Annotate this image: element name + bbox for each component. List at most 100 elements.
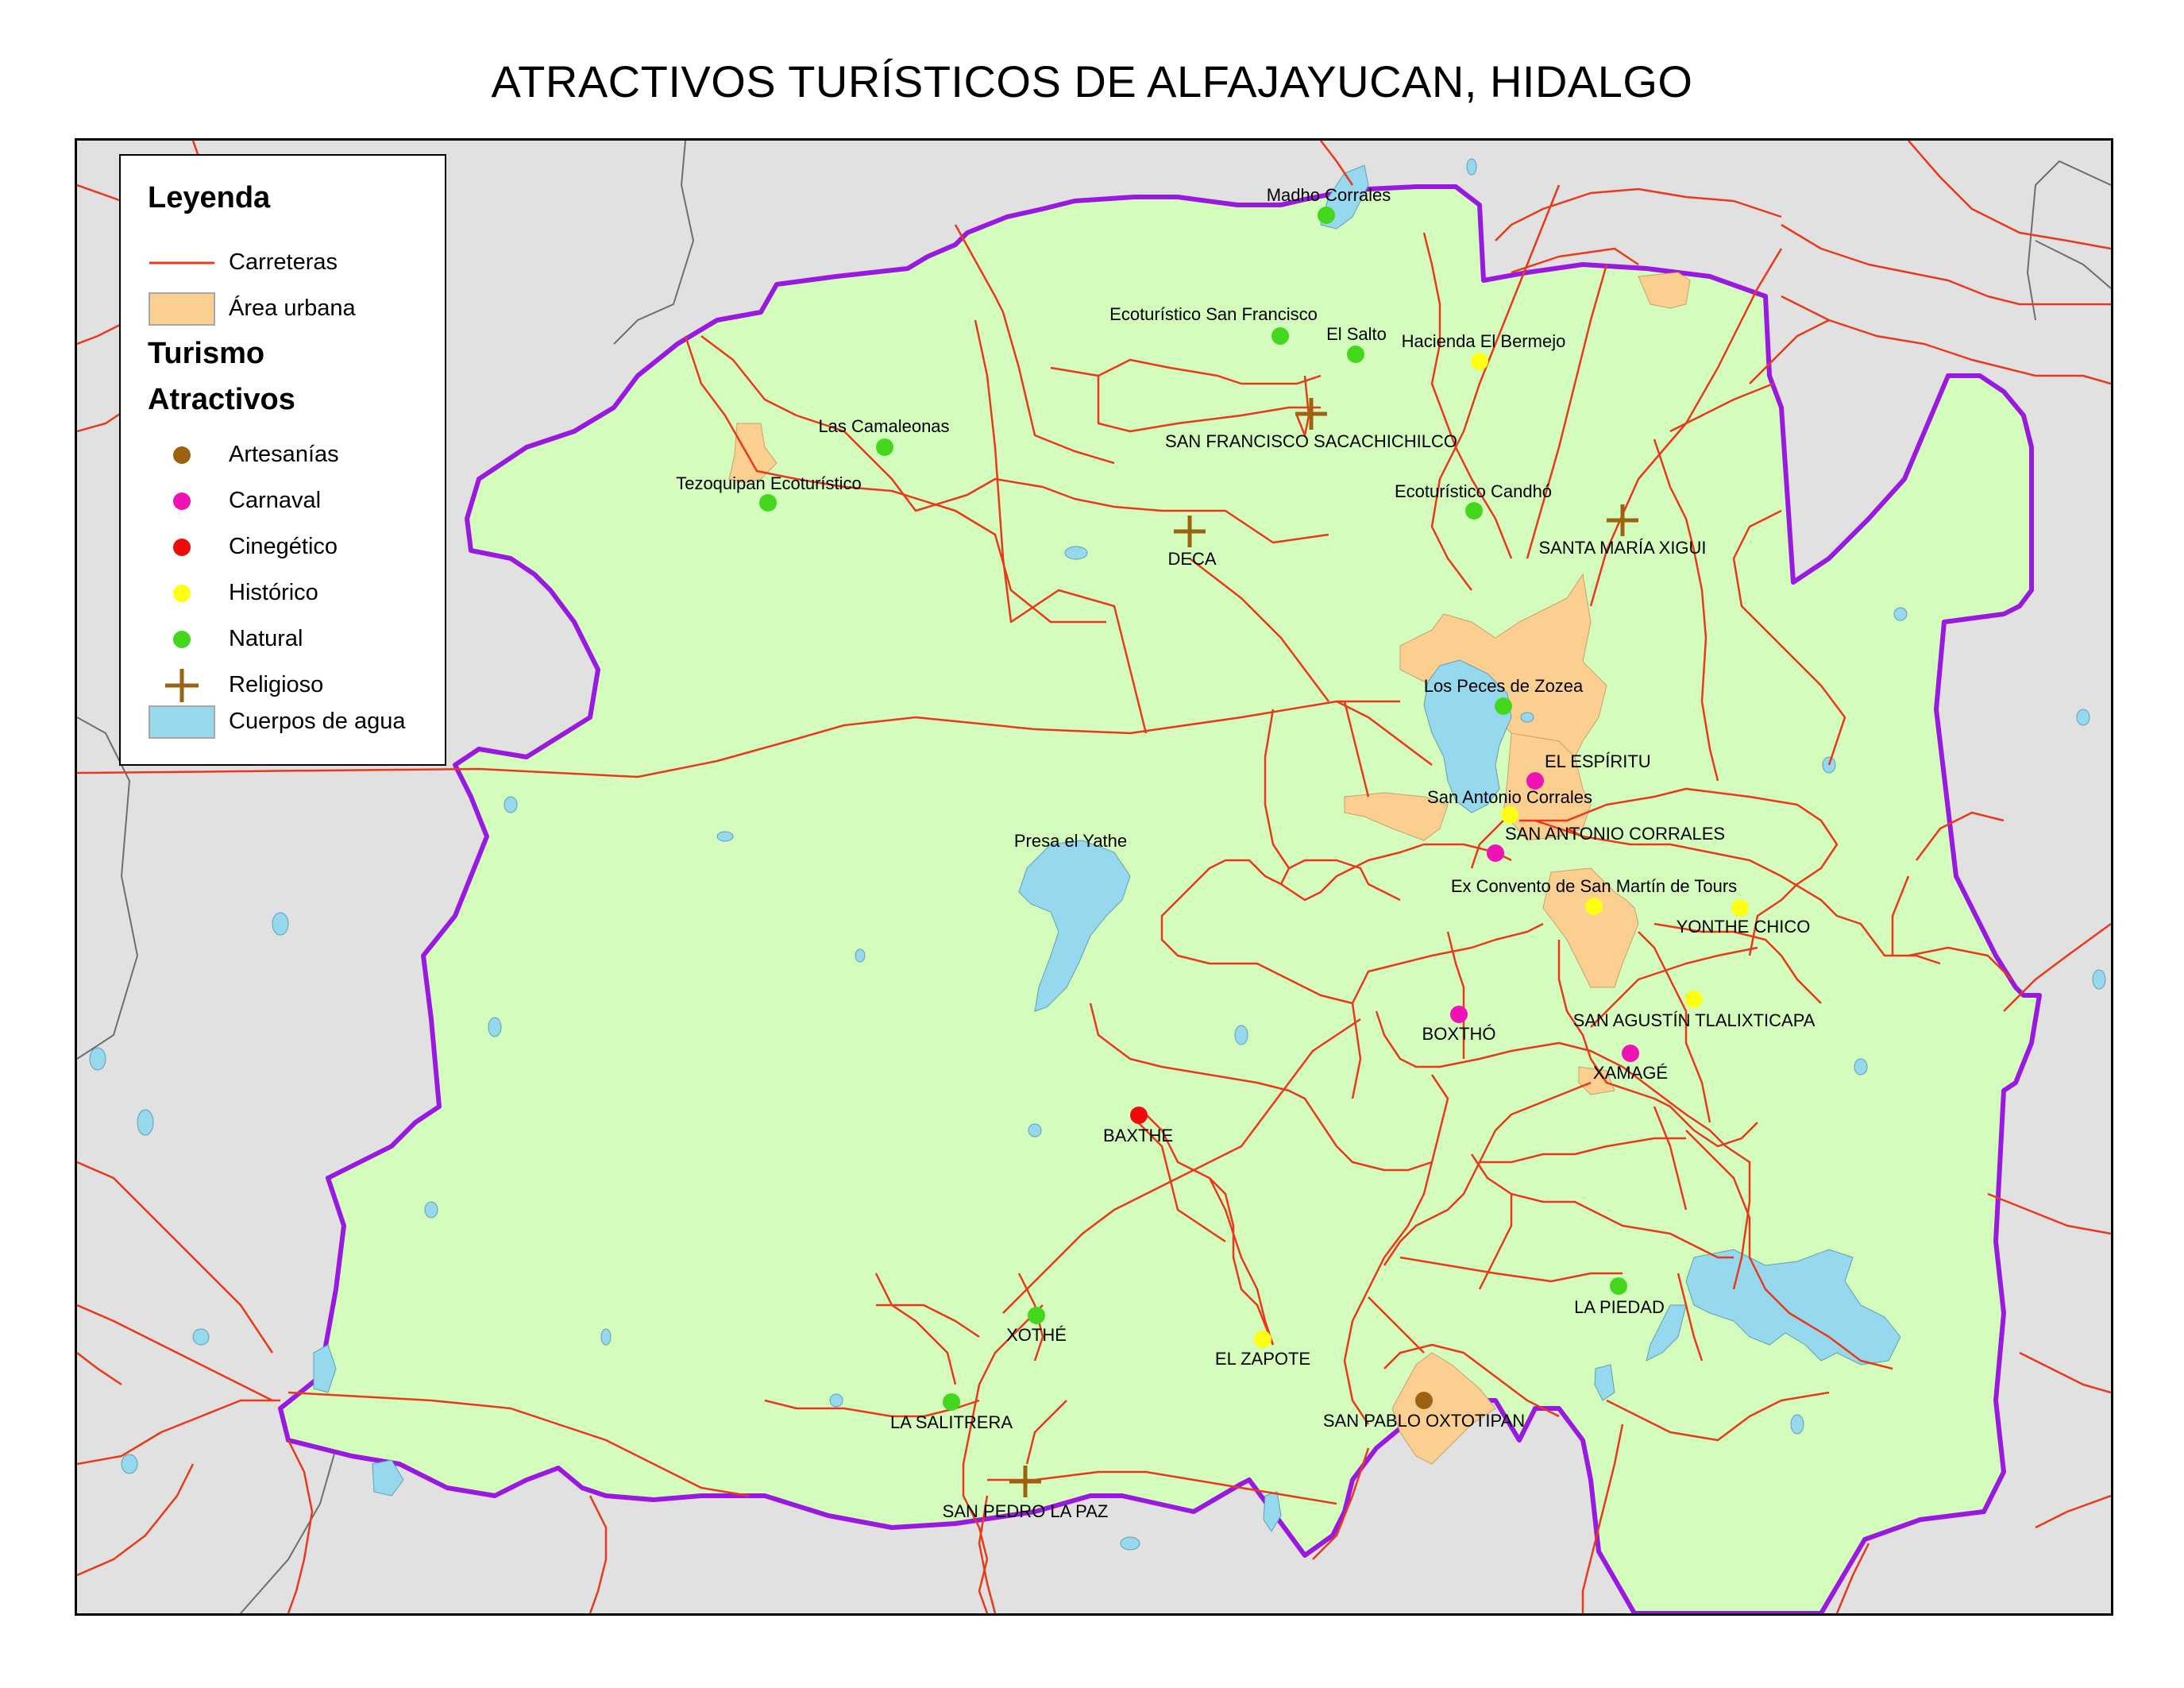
attraction-los-peces-de-zozea[interactable]: Los Peces de Zozea bbox=[1424, 676, 1584, 715]
legend-roads-label: Carreteras bbox=[229, 249, 338, 275]
attraction-label: Hacienda El Bermejo bbox=[1402, 331, 1566, 351]
attraction-marker[interactable] bbox=[1731, 899, 1749, 917]
legend-category-label: Cinegético bbox=[229, 534, 338, 559]
attraction-xamage[interactable]: XAMAGÉ bbox=[1593, 1045, 1668, 1083]
attraction-ecoturistico-san-francisco[interactable]: Ecoturístico San Francisco bbox=[1109, 304, 1318, 345]
attraction-label: SAN PEDRO LA PAZ bbox=[943, 1501, 1109, 1521]
legend-category-label: Carnaval bbox=[229, 488, 322, 513]
attraction-marker[interactable] bbox=[1585, 898, 1603, 915]
attraction-san-agustin-tlalixticapa[interactable]: SAN AGUSTÍN TLALIXTICAPA bbox=[1573, 991, 1815, 1030]
attraction-marker[interactable] bbox=[1318, 207, 1335, 224]
legend-item-carnaval: Carnaval bbox=[121, 481, 446, 521]
religious-cross-icon bbox=[1295, 398, 1327, 430]
attraction-marker[interactable] bbox=[1347, 346, 1364, 363]
attraction-el-salto[interactable]: El Salto bbox=[1326, 324, 1387, 363]
attraction-label: EL ZAPOTE bbox=[1215, 1349, 1310, 1369]
attraction-marker[interactable] bbox=[1450, 1006, 1468, 1023]
attraction-label: Madho Corrales bbox=[1267, 185, 1391, 205]
legend: Leyenda Carreteras Área urbana Turismo A… bbox=[119, 154, 446, 766]
attraction-boxtho[interactable]: BOXTHÓ bbox=[1422, 1006, 1496, 1044]
attraction-madho-corrales[interactable]: Madho Corrales bbox=[1267, 185, 1391, 224]
attraction-el-espiritu[interactable]: EL ESPÍRITU bbox=[1526, 751, 1651, 790]
attraction-marker[interactable] bbox=[1130, 1107, 1148, 1124]
attraction-yonthe-chico[interactable]: YONTHE CHICO bbox=[1677, 899, 1811, 937]
legend-item-natural: Natural bbox=[121, 620, 446, 659]
attraction-marker[interactable] bbox=[1271, 327, 1289, 345]
road-line-icon bbox=[149, 261, 214, 265]
attraction-tezoquipan-ecoturistico[interactable]: Tezoquipan Ecoturístico bbox=[676, 473, 862, 512]
attraction-las-camaleonas[interactable]: Las Camaleonas bbox=[818, 416, 950, 456]
attraction-san-antonio-corrales[interactable]: SAN ANTONIO CORRALES bbox=[1487, 824, 1725, 862]
legend-category-label: Natural bbox=[229, 626, 303, 651]
attraction-marker[interactable] bbox=[1610, 1277, 1627, 1295]
attraction-label: YONTHE CHICO bbox=[1677, 917, 1811, 937]
attraction-marker[interactable] bbox=[1415, 1392, 1433, 1409]
attraction-marker[interactable] bbox=[1622, 1045, 1639, 1062]
legend-item-urban: Área urbana bbox=[121, 289, 446, 329]
attraction-label: EL ESPÍRITU bbox=[1545, 751, 1651, 771]
attraction-marker[interactable] bbox=[1501, 806, 1518, 824]
legend-category-label: Histórico bbox=[229, 580, 318, 605]
attraction-label: LA SALITRERA bbox=[890, 1412, 1013, 1432]
religious-cross-icon bbox=[1174, 516, 1206, 547]
attraction-xothe[interactable]: XOTHÉ bbox=[1006, 1307, 1067, 1345]
attraction-label: LA PIEDAD bbox=[1574, 1297, 1665, 1317]
attraction-marker[interactable] bbox=[1254, 1331, 1271, 1348]
legend-category-label: Religioso bbox=[229, 672, 324, 697]
dot-icon bbox=[173, 585, 191, 602]
attraction-marker[interactable] bbox=[1028, 1307, 1045, 1324]
legend-item-cinegetico: Cinegético bbox=[121, 527, 446, 567]
attraction-label: BOXTHÓ bbox=[1422, 1024, 1496, 1044]
water-swatch-icon bbox=[149, 705, 215, 739]
attraction-marker[interactable] bbox=[1685, 991, 1703, 1008]
attraction-marker[interactable] bbox=[759, 494, 777, 512]
attraction-marker[interactable] bbox=[1465, 502, 1483, 520]
attraction-san-pedro-la-paz[interactable]: SAN PEDRO LA PAZ bbox=[943, 1466, 1109, 1521]
attraction-marker[interactable] bbox=[1487, 844, 1504, 862]
municipality-area[interactable] bbox=[278, 184, 2042, 1613]
attraction-el-zapote[interactable]: EL ZAPOTE bbox=[1215, 1331, 1310, 1369]
religious-cross-icon bbox=[1607, 504, 1638, 536]
dot-icon bbox=[173, 631, 191, 648]
map-title: ATRACTIVOS TURÍSTICOS DE ALFAJAYUCAN, HI… bbox=[491, 56, 1693, 106]
attraction-label: El Salto bbox=[1326, 324, 1387, 344]
attraction-marker[interactable] bbox=[876, 438, 893, 456]
attraction-label: XOTHÉ bbox=[1006, 1325, 1067, 1345]
attraction-marker[interactable] bbox=[1526, 772, 1544, 790]
attraction-deca[interactable]: DECA bbox=[1167, 516, 1217, 569]
attraction-ex-convento-de-san-martin-de-tours[interactable]: Ex Convento de San Martín de Tours bbox=[1451, 876, 1737, 915]
legend-item-roads: Carreteras bbox=[121, 243, 446, 283]
water-bodies bbox=[89, 158, 2106, 1551]
cross-icon bbox=[165, 669, 199, 702]
attraction-san-pablo-oxtotipan[interactable]: SAN PABLO OXTOTIPAN bbox=[1323, 1392, 1525, 1431]
attraction-layer[interactable]: Madho Corrales Ecoturístico San Francisco… bbox=[676, 185, 1815, 1521]
religious-cross-icon bbox=[1009, 1466, 1041, 1497]
attraction-san-antonio-corrales[interactable]: San Antonio Corrales bbox=[1427, 787, 1592, 824]
attraction-santa-maria-xigui[interactable]: SANTA MARÍA XIGUI bbox=[1538, 504, 1707, 558]
attraction-label: Los Peces de Zozea bbox=[1424, 676, 1584, 696]
legend-heading: Leyenda bbox=[148, 181, 271, 214]
legend-urban-label: Área urbana bbox=[229, 295, 356, 321]
attraction-hacienda-el-bermejo[interactable]: Hacienda El Bermejo bbox=[1402, 331, 1566, 370]
attraction-label: Las Camaleonas bbox=[818, 416, 949, 436]
attraction-label: SAN ANTONIO CORRALES bbox=[1505, 824, 1725, 844]
dot-icon bbox=[173, 492, 191, 510]
attraction-label: DECA bbox=[1167, 549, 1216, 569]
attraction-presa-el-yathe[interactable]: Presa el Yathe bbox=[1014, 831, 1127, 851]
legend-subsection-atractivos: Atractivos bbox=[148, 383, 295, 416]
attraction-marker[interactable] bbox=[1471, 353, 1488, 370]
attraction-label: BAXTHE bbox=[1103, 1126, 1173, 1145]
legend-item-artesanias: Artesanías bbox=[121, 435, 446, 475]
attraction-label: Ex Convento de San Martín de Tours bbox=[1451, 876, 1737, 896]
attraction-label: Tezoquipan Ecoturístico bbox=[676, 473, 862, 493]
attraction-marker[interactable] bbox=[943, 1393, 960, 1411]
legend-item-water: Cuerpos de agua bbox=[121, 702, 446, 742]
attraction-la-salitrera[interactable]: LA SALITRERA bbox=[890, 1393, 1013, 1432]
attraction-baxthe[interactable]: BAXTHE bbox=[1103, 1107, 1173, 1145]
attraction-ecoturistico-candho[interactable]: Ecoturístico Candhó bbox=[1395, 481, 1552, 520]
legend-category-label: Artesanías bbox=[229, 442, 339, 467]
attraction-la-piedad[interactable]: LA PIEDAD bbox=[1574, 1277, 1665, 1317]
attraction-san-francisco-sacachichilco[interactable]: SAN FRANCISCO SACACHICHILCO bbox=[1165, 398, 1457, 451]
attraction-label: SAN AGUSTÍN TLALIXTICAPA bbox=[1573, 1010, 1815, 1030]
attraction-marker[interactable] bbox=[1495, 697, 1512, 715]
